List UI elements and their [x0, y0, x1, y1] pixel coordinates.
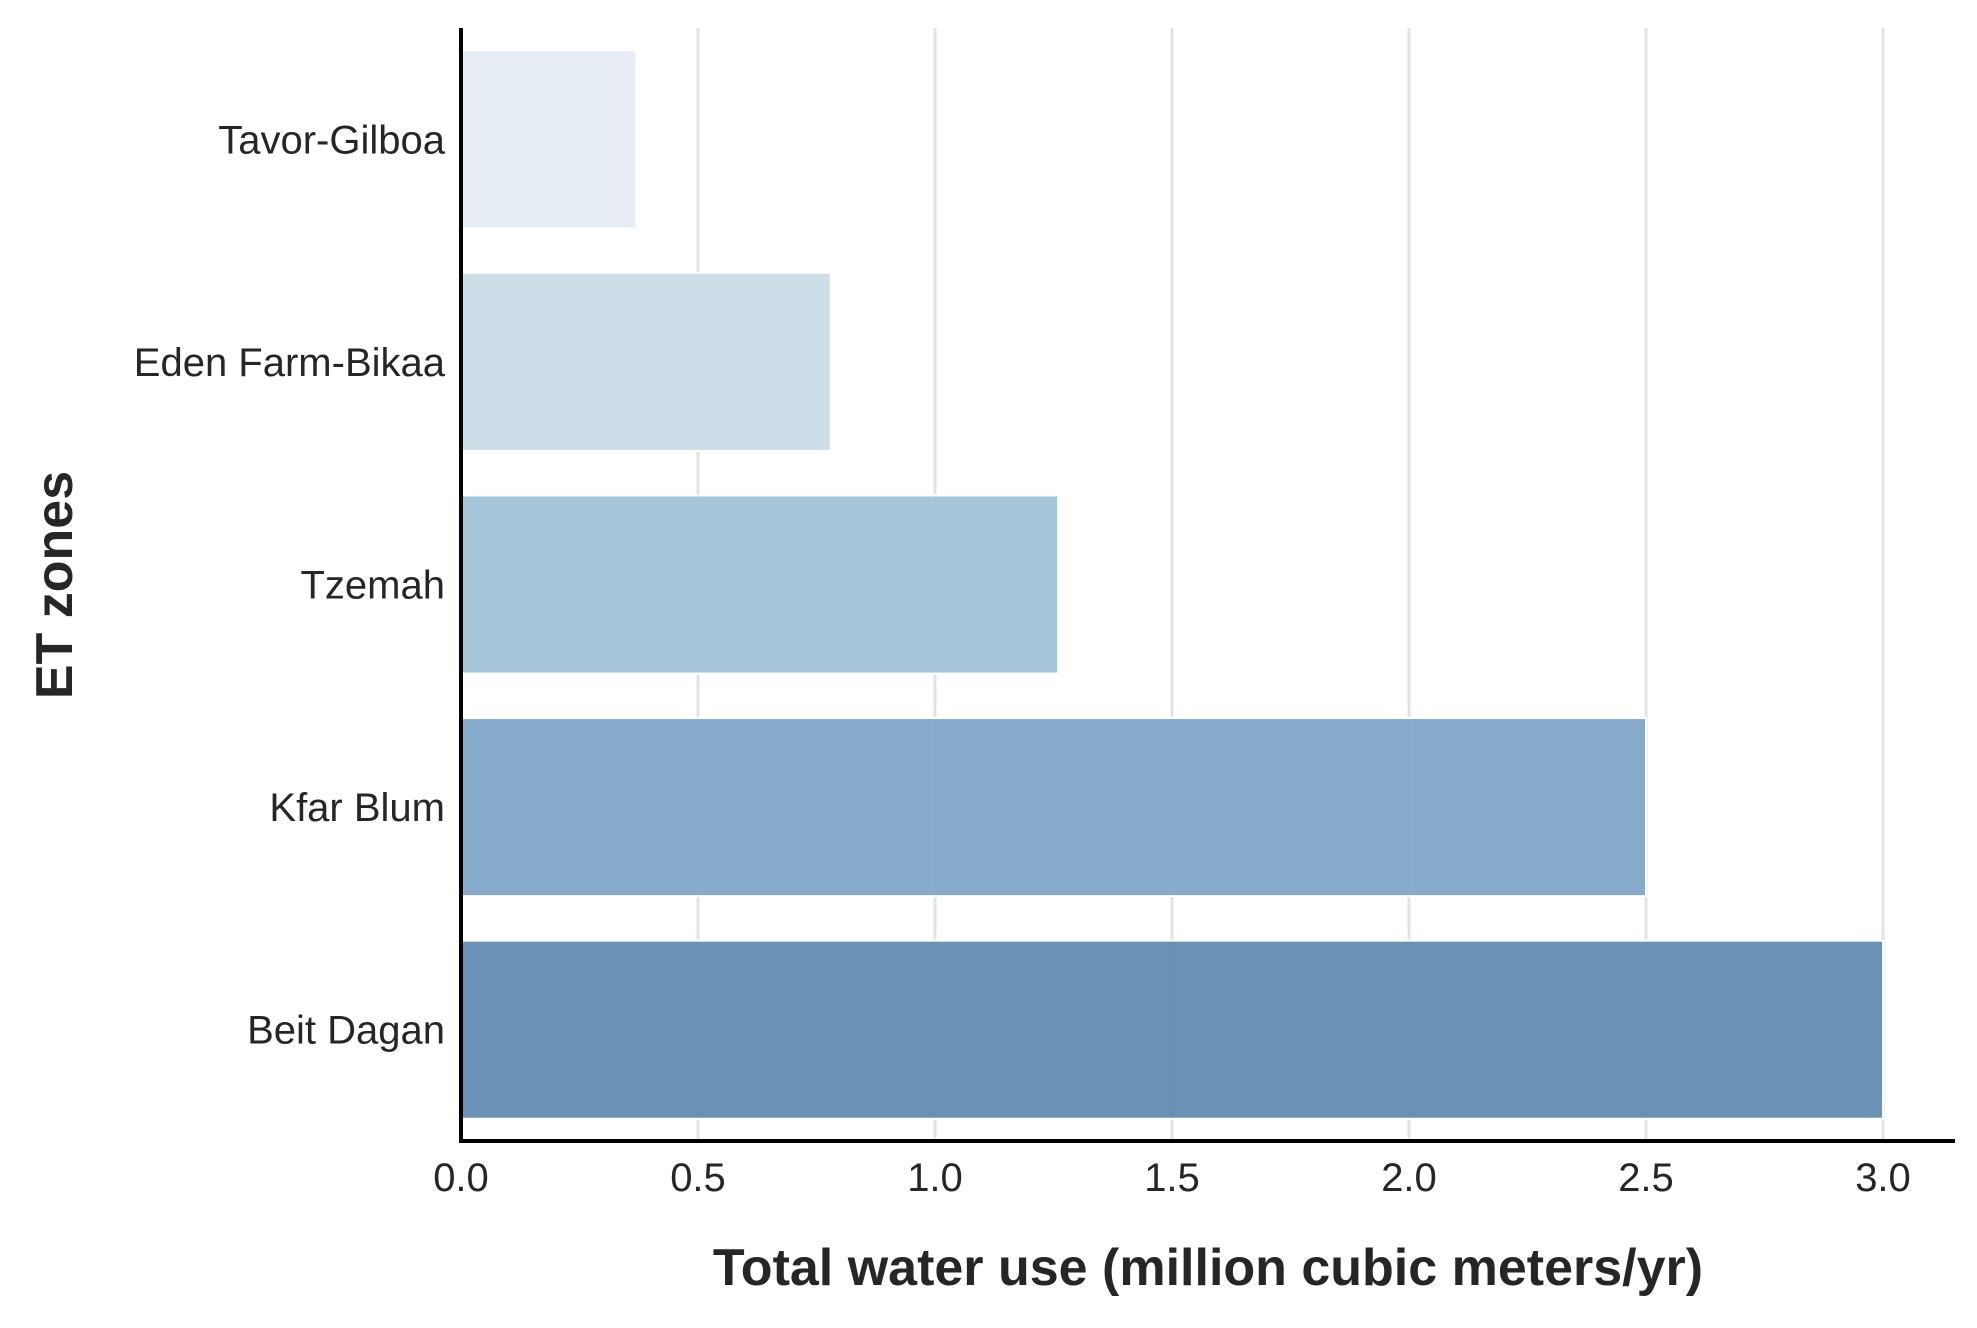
x-tick-label: 0.5: [670, 1156, 726, 1200]
x-axis-title: Total water use (million cubic meters/yr…: [713, 1239, 1703, 1297]
x-tick-label: 3.0: [1855, 1156, 1911, 1200]
bar-eden-farm-bikaa: [460, 271, 832, 452]
bar-kfar-blum: [460, 717, 1647, 898]
bars: [460, 49, 1884, 1120]
x-tick-label: 1.5: [1144, 1156, 1200, 1200]
bar-beit-dagan: [460, 939, 1884, 1120]
y-tick-label: Beit Dagan: [247, 1009, 445, 1053]
y-tick-label: Eden Farm-Bikaa: [134, 341, 446, 385]
y-tick-label: Tzemah: [301, 564, 446, 608]
bar-tzemah: [460, 494, 1060, 675]
x-tick-label: 1.0: [907, 1156, 963, 1200]
x-tick-label: 2.5: [1618, 1156, 1674, 1200]
x-tick-labels: 0.0 0.5 1.0 1.5 2.0 2.5 3.0: [433, 1156, 1911, 1200]
axes: [459, 28, 1955, 1143]
x-tick-label: 2.0: [1381, 1156, 1437, 1200]
x-tick-label: 0.0: [433, 1156, 489, 1200]
y-tick-label: Tavor-Gilboa: [218, 118, 446, 162]
y-tick-labels: Tavor-Gilboa Eden Farm-Bikaa Tzemah Kfar Bl…: [134, 118, 446, 1052]
y-axis-title: ET zones: [26, 471, 84, 699]
bar-tavor-gilboa: [460, 49, 638, 230]
y-tick-label: Kfar Blum: [269, 786, 445, 830]
